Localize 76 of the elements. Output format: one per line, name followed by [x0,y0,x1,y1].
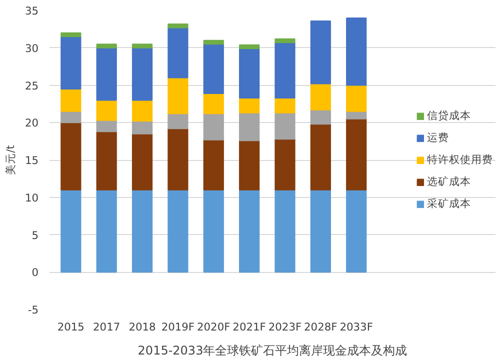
bar [274,138,296,190]
bar [60,32,82,38]
bar [60,110,82,124]
y-tick-label: 0 [32,266,39,280]
x-tick-label: 2033F [340,320,373,334]
bar [203,44,224,94]
x-tick-label: 2015 [57,320,84,334]
bar [132,47,153,101]
y-tick-label: 20 [24,116,39,130]
bar [60,122,82,190]
bar [60,36,82,90]
y-tick-label: 35 [24,4,39,18]
bar [203,139,224,190]
x-tick-label: 2028F [304,320,338,334]
y-tick-label: 10 [24,191,39,204]
bar [96,189,117,273]
x-tick-label: 2023F [268,320,302,334]
bar [274,38,296,44]
bar [346,189,367,273]
x-tick-label: 2019F [161,320,195,334]
bar [274,189,296,273]
bar [132,44,153,48]
bar [60,88,82,112]
bar [238,97,260,114]
bar [310,20,331,84]
x-tick-label: 2021F [232,320,266,334]
bar [238,44,260,50]
bar [238,140,260,190]
y-tick-label: -5 [28,304,39,316]
bar [132,120,153,134]
bar [132,189,153,273]
bar [310,124,331,190]
bar [346,84,367,112]
bar [168,113,188,130]
bar [203,189,224,273]
legend-label: 选矿成本 [427,174,471,188]
bar [346,17,367,86]
bar [132,133,153,190]
bar [168,23,188,28]
x-tick-label: 2018 [128,320,156,334]
bar [168,189,188,273]
x-tick-label: 2017 [93,320,120,334]
bar [274,112,296,140]
y-tick-label: 5 [32,228,38,242]
bar [168,128,188,190]
bar [96,120,117,132]
bar [274,42,296,98]
bar [168,77,188,114]
bar [132,100,153,122]
legend-label: 特许权使用费 [427,152,493,166]
legend-label: 采矿成本 [427,196,471,210]
bar [96,131,117,190]
y-axis-title: 美元/t [4,145,17,175]
bar [203,40,224,45]
bar [274,97,296,114]
bar [238,189,260,273]
y-tick-label: 15 [24,154,39,167]
x-tick-label: 2020F [197,320,230,334]
bar [203,92,224,114]
bar [310,189,331,273]
y-tick-label: 30 [24,42,39,55]
bar [310,109,331,125]
bar [203,113,224,140]
legend-label: 运费 [427,130,449,144]
bar [60,189,82,273]
bar [238,48,260,98]
text: 2015-2033年全球铁矿石平均离岸现金成本及构成 [138,344,408,358]
y-tick-label: 25 [24,79,39,92]
legend-label: 信贷成本 [427,108,471,122]
bar [238,112,260,142]
bar [96,44,117,48]
bar [346,118,367,190]
bar [96,47,117,101]
bar [96,100,117,121]
bar [168,27,188,78]
bar [310,83,331,110]
